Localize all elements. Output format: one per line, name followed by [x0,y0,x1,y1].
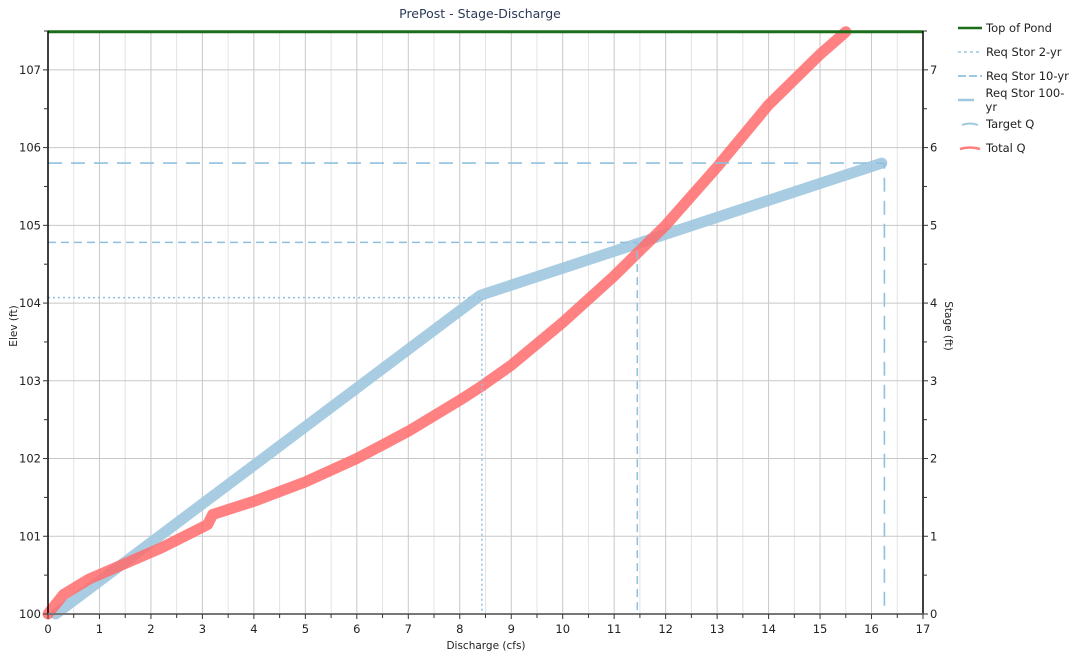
svg-text:107: 107 [19,63,41,77]
chart-title: PrePost - Stage-Discharge [399,6,561,21]
series-total-q [42,26,852,620]
svg-text:14: 14 [761,622,776,636]
data-series [42,26,923,620]
series-target-q [50,157,888,620]
svg-text:9: 9 [508,622,515,636]
long-dash-line-icon [958,98,974,102]
svg-text:8: 8 [456,622,463,636]
svg-text:7: 7 [405,622,412,636]
svg-text:4: 4 [930,296,937,310]
svg-text:104: 104 [19,296,41,310]
svg-text:100: 100 [19,607,41,621]
svg-text:13: 13 [710,622,725,636]
svg-text:11: 11 [607,622,622,636]
svg-text:17: 17 [916,622,931,636]
axes: 0 1 2 3 4 5 6 7 8 9 10 11 12 13 14 15 16 1710010110210310… [19,30,937,636]
x-axis-label: Discharge (cfs) [446,640,525,652]
svg-text:101: 101 [19,529,41,543]
dotted-line-icon [958,51,982,53]
thick-line-icon [959,146,981,151]
legend-label: Total Q [986,141,1026,155]
svg-text:1: 1 [930,529,937,543]
svg-text:0: 0 [930,607,937,621]
svg-text:103: 103 [19,374,41,388]
svg-text:0: 0 [44,622,51,636]
series-req-stor-100-yr [48,162,886,614]
svg-text:6: 6 [930,141,937,155]
legend-label: Req Stor 10-yr [986,69,1069,83]
legend-item-req-stor-10yr[interactable]: Req Stor 10-yr [958,64,1074,88]
svg-text:5: 5 [930,218,937,232]
legend-label: Req Stor 100-yr [985,86,1065,114]
svg-text:4: 4 [250,622,257,636]
legend-item-target-q[interactable]: Target Q [958,112,1074,136]
legend-label: Target Q [986,117,1035,131]
series-req-stor-10-yr [48,241,639,614]
svg-text:2: 2 [147,622,154,636]
svg-text:3: 3 [930,374,937,388]
svg-text:16: 16 [864,622,879,636]
svg-text:12: 12 [658,622,673,636]
thick-line-icon [961,122,979,126]
grid-lines [48,31,923,614]
svg-text:1: 1 [96,622,103,636]
svg-text:3: 3 [199,622,206,636]
svg-text:106: 106 [19,141,41,155]
legend-item-req-stor-100yr[interactable]: Req Stor 100-yr [958,86,1074,114]
dashed-line-icon [958,75,982,77]
chart-legend: Top of Pond Req Stor 2-yr Req Stor 10-yr… [958,16,1074,160]
y2-axis-label: Stage (ft) [942,301,954,351]
solid-line-icon [958,26,982,30]
svg-text:7: 7 [930,63,937,77]
legend-label: Top of Pond [986,21,1052,35]
svg-text:15: 15 [813,622,828,636]
svg-text:105: 105 [19,218,41,232]
svg-text:5: 5 [302,622,309,636]
y-axis-label: Elev (ft) [8,305,20,346]
svg-text:2: 2 [930,452,937,466]
legend-item-top-of-pond[interactable]: Top of Pond [958,16,1074,40]
legend-item-total-q[interactable]: Total Q [958,136,1074,160]
svg-text:6: 6 [353,622,360,636]
svg-text:102: 102 [19,452,41,466]
legend-item-req-stor-2yr[interactable]: Req Stor 2-yr [958,40,1074,64]
svg-text:10: 10 [555,622,570,636]
legend-label: Req Stor 2-yr [986,45,1062,59]
